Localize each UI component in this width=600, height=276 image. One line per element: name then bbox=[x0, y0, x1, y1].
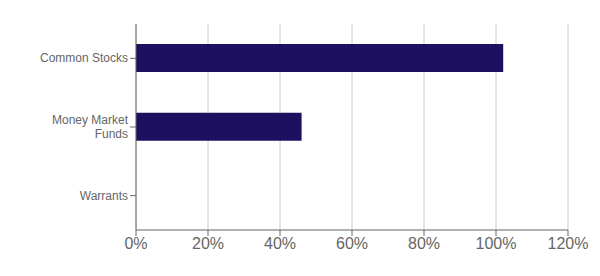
svg-text:Common Stocks: Common Stocks bbox=[40, 51, 128, 65]
svg-text:0%: 0% bbox=[124, 235, 147, 252]
svg-text:120%: 120% bbox=[548, 235, 589, 252]
svg-text:100%: 100% bbox=[476, 235, 517, 252]
svg-text:80%: 80% bbox=[408, 235, 440, 252]
svg-text:20%: 20% bbox=[192, 235, 224, 252]
svg-text:40%: 40% bbox=[264, 235, 296, 252]
svg-text:Warrants: Warrants bbox=[80, 189, 128, 203]
svg-text:60%: 60% bbox=[336, 235, 368, 252]
svg-text:Money MarketFunds: Money MarketFunds bbox=[52, 113, 129, 141]
